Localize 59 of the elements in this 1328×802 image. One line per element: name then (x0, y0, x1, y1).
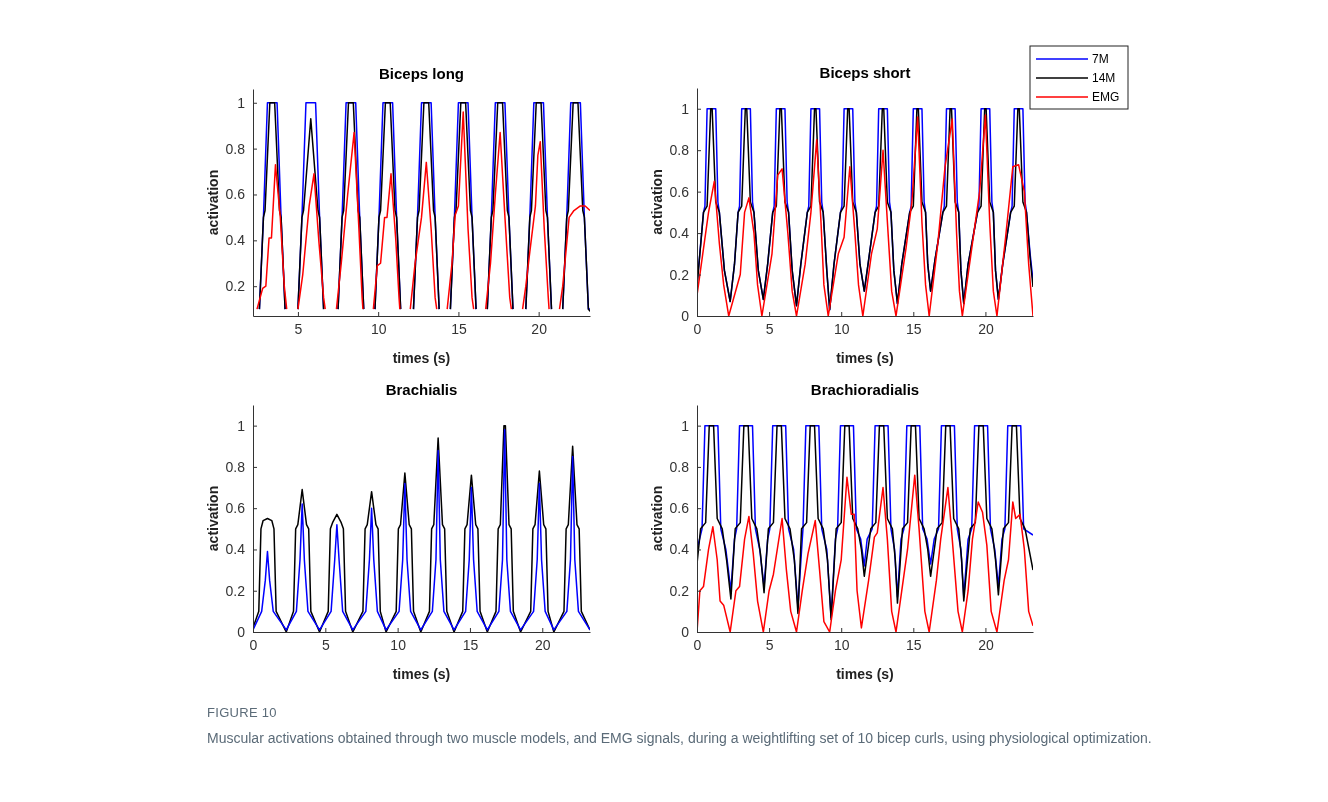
x-tick-label: 20 (534, 636, 551, 653)
y-axis-title: activation (205, 485, 221, 552)
x-tick-label: 5 (765, 320, 774, 337)
chart-title: Brachioradialis (810, 381, 920, 398)
y-tick-label: 1 (237, 94, 246, 111)
x-tick-label: 10 (370, 320, 387, 337)
x-axis-title: times (s) (392, 666, 451, 682)
y-tick-label: 0.4 (225, 232, 246, 249)
y-tick-label: 0.4 (669, 541, 690, 558)
x-tick-label: 0 (693, 320, 702, 337)
y-axis-title: activation (649, 169, 665, 235)
y-tick-label: 0.8 (225, 458, 246, 475)
y-tick-label: 0.4 (225, 541, 246, 558)
x-tick-label: 20 (978, 636, 994, 653)
y-tick-label: 0 (681, 623, 690, 640)
y-tick-label: 0.6 (669, 500, 690, 517)
caption: FIGURE 10 (207, 705, 278, 720)
x-tick-label: 5 (321, 636, 330, 653)
x-tick-label: 20 (978, 320, 994, 337)
y-axis-title: activation (205, 169, 221, 236)
x-tick-label: 10 (390, 636, 407, 653)
y-tick-label: 0.4 (669, 225, 690, 242)
x-tick-label: 5 (765, 636, 774, 653)
x-tick-label: 15 (906, 636, 922, 653)
x-axis-title: times (s) (836, 350, 894, 366)
y-tick-label: 0.2 (225, 582, 246, 599)
text: Muscular activations obtained through two muscle models, and EMG signals, during a weightlifting set of 10 bicep curls, using physiological optimization. (207, 729, 1153, 748)
legend-label: EMG (1092, 90, 1120, 104)
x-tick-label: 10 (833, 636, 850, 653)
chart-title: Biceps short (819, 64, 911, 81)
x-tick-label: 10 (833, 320, 850, 337)
y-tick-label: 1 (681, 100, 690, 117)
y-tick-label: 0.6 (225, 500, 246, 517)
y-tick-label: 0.2 (225, 278, 246, 295)
y-tick-label: 0.2 (669, 266, 690, 283)
x-tick-label: 0 (693, 636, 702, 653)
x-tick-label: 15 (906, 320, 922, 337)
y-tick-label: 0.8 (225, 140, 246, 157)
chart-title: Biceps long (378, 65, 465, 82)
y-tick-label: 0.6 (669, 183, 690, 200)
y-tick-label: 0.8 (669, 458, 690, 475)
x-axis-title: times (s) (836, 666, 894, 682)
legend-label: 14M (1092, 71, 1116, 85)
y-tick-label: 0 (237, 623, 246, 640)
y-tick-label: 0.8 (669, 142, 690, 159)
x-tick-label: 20 (531, 320, 548, 337)
y-tick-label: 0 (681, 307, 690, 324)
y-tick-label: 0.6 (225, 186, 246, 203)
y-tick-label: 0.2 (669, 582, 690, 599)
x-tick-label: 5 (294, 320, 303, 337)
y-tick-label: 1 (237, 417, 246, 434)
chart-title: Brachialis (385, 381, 458, 398)
x-tick-label: 15 (451, 320, 467, 337)
x-axis-title: times (s) (392, 350, 451, 366)
x-tick-label: 15 (462, 636, 479, 653)
x-tick-label: 0 (249, 636, 258, 653)
legend-label: 7M (1092, 52, 1109, 66)
y-axis-title: activation (649, 485, 665, 552)
y-tick-label: 1 (681, 417, 690, 434)
